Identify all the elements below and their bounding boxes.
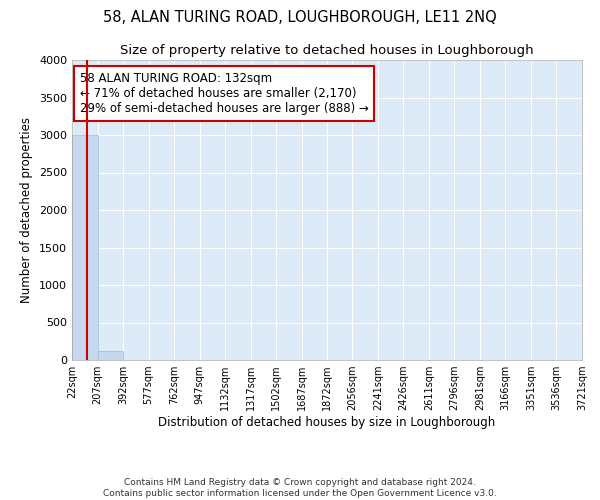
Text: 58, ALAN TURING ROAD, LOUGHBOROUGH, LE11 2NQ: 58, ALAN TURING ROAD, LOUGHBOROUGH, LE11…: [103, 10, 497, 25]
Y-axis label: Number of detached properties: Number of detached properties: [20, 117, 34, 303]
Title: Size of property relative to detached houses in Loughborough: Size of property relative to detached ho…: [120, 44, 534, 58]
Bar: [98, 352, 123, 360]
Bar: [72, 135, 98, 360]
X-axis label: Distribution of detached houses by size in Loughborough: Distribution of detached houses by size …: [158, 416, 496, 429]
Text: 58 ALAN TURING ROAD: 132sqm
← 71% of detached houses are smaller (2,170)
29% of : 58 ALAN TURING ROAD: 132sqm ← 71% of det…: [80, 72, 368, 115]
Text: Contains HM Land Registry data © Crown copyright and database right 2024.
Contai: Contains HM Land Registry data © Crown c…: [103, 478, 497, 498]
